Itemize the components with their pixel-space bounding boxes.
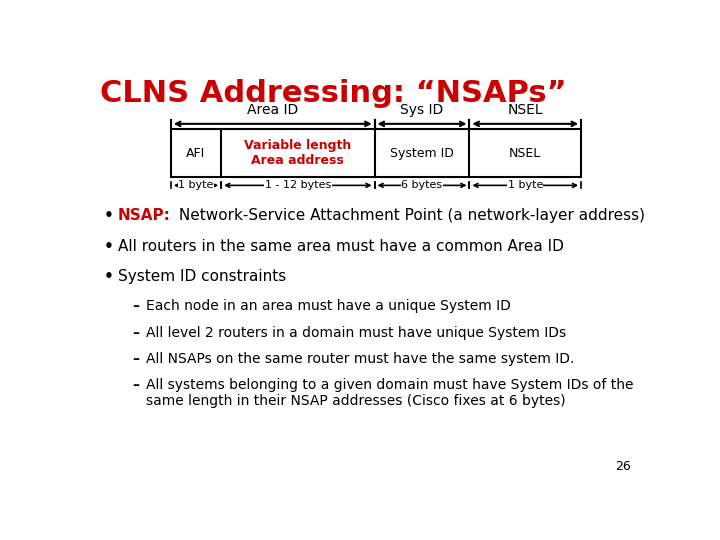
Text: •: • bbox=[104, 269, 114, 284]
Text: •: • bbox=[104, 208, 114, 223]
Text: 6 bytes: 6 bytes bbox=[402, 180, 443, 191]
Text: Each node in an area must have a unique System ID: Each node in an area must have a unique … bbox=[145, 299, 510, 313]
Text: –: – bbox=[132, 326, 139, 340]
Text: •: • bbox=[104, 239, 114, 254]
Text: All level 2 routers in a domain must have unique System IDs: All level 2 routers in a domain must hav… bbox=[145, 326, 566, 340]
Text: All systems belonging to a given domain must have System IDs of the
same length : All systems belonging to a given domain … bbox=[145, 378, 634, 408]
Bar bbox=[171, 129, 581, 177]
Text: Variable length
Area address: Variable length Area address bbox=[244, 139, 351, 167]
Text: Area ID: Area ID bbox=[247, 103, 298, 117]
Text: Network-Service Attachment Point (a network-layer address): Network-Service Attachment Point (a netw… bbox=[174, 208, 644, 223]
Text: NSAP:: NSAP: bbox=[118, 208, 171, 223]
Text: 1 byte: 1 byte bbox=[179, 180, 214, 191]
Text: Sys ID: Sys ID bbox=[400, 103, 444, 117]
Text: NSEL: NSEL bbox=[509, 147, 541, 160]
Text: –: – bbox=[132, 352, 139, 366]
Text: 1 - 12 bytes: 1 - 12 bytes bbox=[265, 180, 331, 191]
Text: System ID: System ID bbox=[390, 147, 454, 160]
Text: All routers in the same area must have a common Area ID: All routers in the same area must have a… bbox=[118, 239, 564, 254]
Text: –: – bbox=[132, 378, 139, 392]
Text: CLNS Addressing: “NSAPs”: CLNS Addressing: “NSAPs” bbox=[100, 79, 567, 109]
Text: AFI: AFI bbox=[186, 147, 206, 160]
Text: System ID constraints: System ID constraints bbox=[118, 269, 286, 284]
Text: NSEL: NSEL bbox=[508, 103, 543, 117]
Text: All NSAPs on the same router must have the same system ID.: All NSAPs on the same router must have t… bbox=[145, 352, 574, 366]
Text: 26: 26 bbox=[616, 460, 631, 473]
Text: –: – bbox=[132, 299, 139, 313]
Text: 1 byte: 1 byte bbox=[508, 180, 543, 191]
